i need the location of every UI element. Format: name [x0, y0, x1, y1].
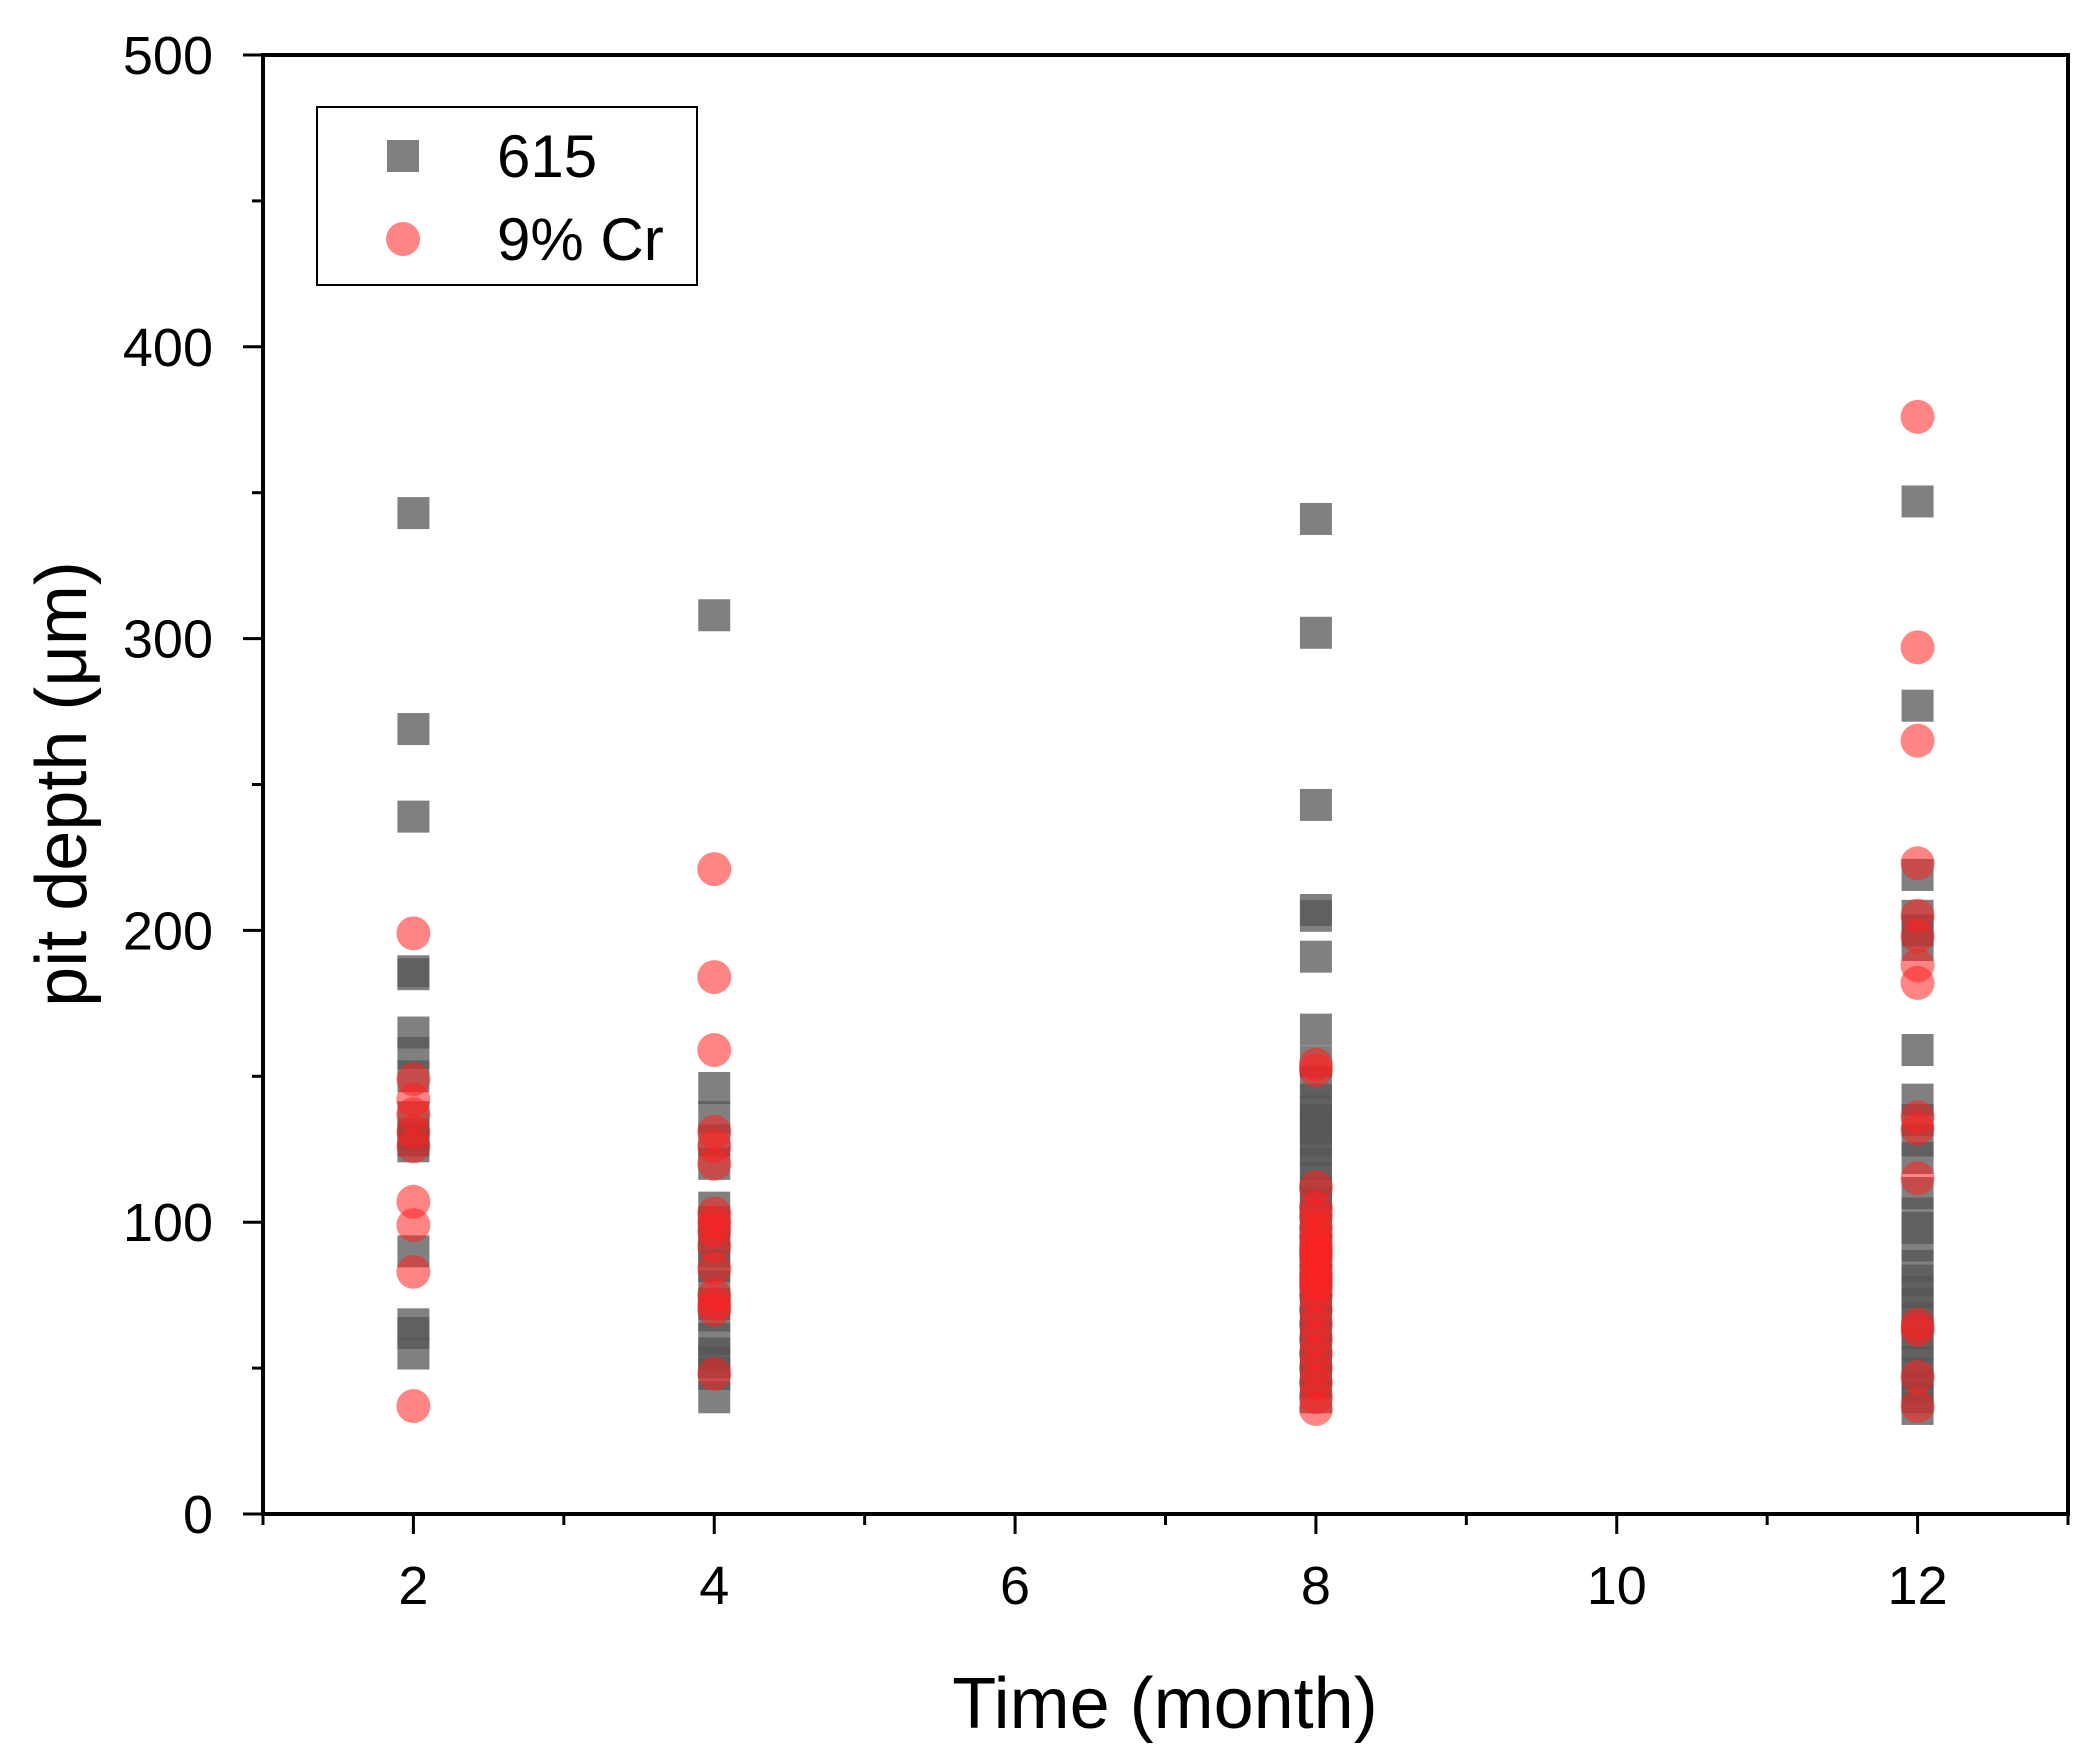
data-point-circle — [1900, 846, 1935, 881]
data-point-square — [1299, 502, 1332, 535]
data-point-circle — [396, 1208, 431, 1243]
legend: 615 9% Cr — [316, 106, 698, 286]
data-point-circle — [396, 916, 431, 951]
x-axis-tick-labels: 2 4 6 8 10 12 — [398, 1556, 1947, 1616]
data-point-circle — [1900, 919, 1935, 954]
legend-box — [316, 106, 698, 286]
data-point-circle — [1900, 630, 1935, 665]
data-point-square — [1901, 1034, 1934, 1067]
data-point-circle — [1900, 723, 1935, 758]
x-tick-label: 10 — [1587, 1556, 1647, 1616]
y-tick-label: 100 — [123, 1193, 213, 1253]
x-tick-label: 2 — [398, 1556, 428, 1616]
data-point-circle — [1900, 1161, 1935, 1196]
data-point-circle — [697, 852, 732, 887]
data-point-circle — [697, 1033, 732, 1068]
x-tick-label: 12 — [1888, 1556, 1948, 1616]
series-9pct-cr-points — [396, 399, 1935, 1426]
legend-label-615: 615 — [497, 123, 597, 190]
data-point-square — [1901, 689, 1934, 722]
legend-marker-square — [387, 140, 419, 172]
data-point-circle — [1298, 1391, 1333, 1426]
data-point-circle — [396, 1184, 431, 1219]
y-axis-ticks — [243, 53, 263, 1516]
data-point-square — [1299, 1013, 1332, 1046]
data-point-circle — [1900, 1389, 1935, 1424]
y-tick-label: 500 — [123, 26, 213, 86]
x-axis-title: Time (month) — [952, 1664, 1377, 1744]
data-point-circle — [697, 1146, 732, 1181]
data-point-circle — [1900, 1111, 1935, 1146]
data-point-circle — [1298, 1053, 1333, 1088]
legend-label-9pct-cr: 9% Cr — [497, 206, 664, 273]
data-point-square — [397, 497, 430, 530]
data-point-square — [397, 958, 430, 991]
data-point-circle — [697, 1292, 732, 1327]
data-point-square — [1299, 788, 1332, 821]
data-point-circle — [1900, 965, 1935, 1000]
x-axis-ticks — [261, 1514, 2070, 1534]
data-point-circle — [396, 1129, 431, 1164]
data-point-circle — [697, 1356, 732, 1391]
y-tick-label: 200 — [123, 901, 213, 961]
data-point-circle — [1900, 399, 1935, 434]
x-tick-label: 6 — [1000, 1556, 1030, 1616]
y-tick-label: 0 — [183, 1485, 213, 1545]
x-tick-label: 4 — [699, 1556, 729, 1616]
data-point-circle — [697, 1228, 732, 1263]
data-point-circle — [697, 1251, 732, 1286]
data-point-square — [397, 713, 430, 746]
y-axis-tick-labels: 0 100 200 300 400 500 — [123, 26, 213, 1545]
data-point-circle — [1900, 1313, 1935, 1348]
series-615-points — [397, 485, 1934, 1425]
data-point-circle — [1900, 1359, 1935, 1394]
data-point-square — [397, 800, 430, 833]
data-point-square — [1299, 899, 1332, 932]
data-point-square — [1299, 616, 1332, 649]
data-point-circle — [396, 1254, 431, 1289]
data-point-square — [698, 599, 731, 632]
y-tick-label: 400 — [123, 318, 213, 378]
data-point-square — [698, 1071, 731, 1104]
y-axis-title: pit depth (μm) — [22, 561, 102, 1007]
data-point-square — [397, 1337, 430, 1370]
data-point-square — [1299, 940, 1332, 973]
legend-marker-circle — [386, 222, 420, 256]
data-point-circle — [697, 960, 732, 995]
y-tick-label: 300 — [123, 610, 213, 670]
data-point-square — [1901, 485, 1934, 518]
data-point-circle — [396, 1389, 431, 1424]
x-tick-label: 8 — [1301, 1556, 1331, 1616]
